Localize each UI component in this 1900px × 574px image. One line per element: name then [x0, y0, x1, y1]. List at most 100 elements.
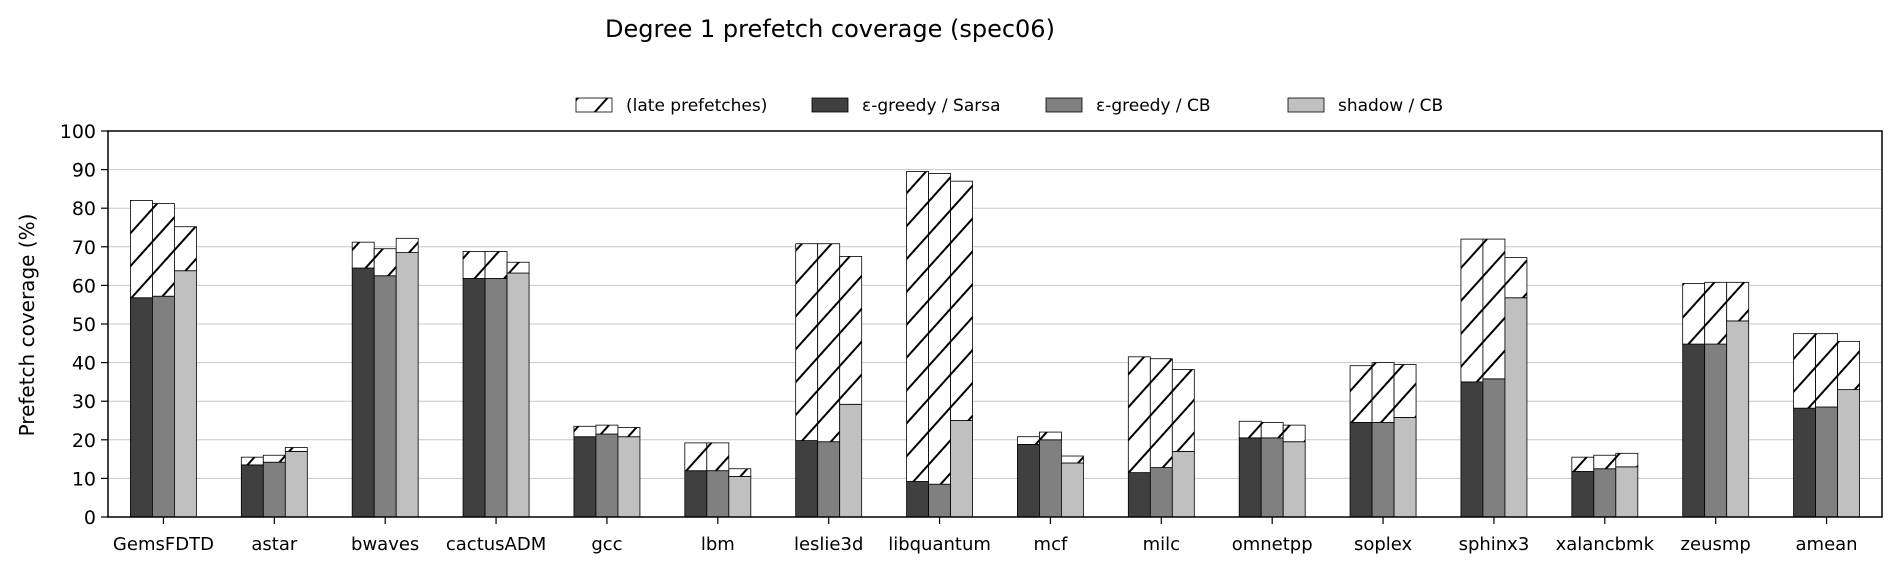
bar-late: [1017, 436, 1040, 445]
bar-timely: [684, 470, 708, 518]
bar-late: [351, 241, 375, 269]
bar-timely: [1349, 422, 1373, 518]
bar-timely: [1504, 297, 1528, 518]
bar-timely: [1815, 406, 1838, 518]
x-tick-label: zeusmp: [1681, 534, 1751, 555]
bar-timely: [1017, 444, 1040, 518]
bar-timely: [1282, 441, 1306, 518]
bar-timely: [595, 433, 619, 518]
y-tick-label: 90: [72, 160, 96, 182]
y-tick-label: 10: [72, 468, 96, 490]
bar-late: [906, 171, 929, 482]
bar-late: [1593, 454, 1617, 470]
legend-label: ε-greedy / Sarsa: [862, 96, 1001, 116]
bar-late: [462, 251, 486, 279]
bar-timely: [906, 481, 929, 518]
bar-timely: [617, 436, 641, 518]
bar-timely: [928, 483, 951, 518]
bar-timely: [240, 464, 264, 518]
bar-timely: [795, 440, 819, 518]
bar-timely: [373, 275, 397, 518]
bar-timely: [817, 441, 841, 518]
bar-timely: [1571, 471, 1595, 518]
bar-late: [706, 442, 730, 472]
y-tick-label: 0: [84, 507, 96, 529]
bar-late: [1039, 431, 1062, 441]
bar-late: [1837, 340, 1860, 391]
chart-title: Degree 1 prefetch coverage (spec06): [605, 15, 1055, 43]
bar-late: [1726, 281, 1750, 322]
bar-timely: [1149, 467, 1173, 518]
bar-late: [1682, 283, 1706, 345]
bar-timely: [573, 436, 597, 518]
y-tick-label: 100: [60, 121, 96, 143]
bar-timely: [1793, 407, 1816, 518]
bar-timely: [1171, 450, 1195, 518]
bar-late: [1127, 356, 1151, 474]
legend-swatch: [575, 97, 613, 113]
bar-timely: [1460, 381, 1484, 518]
bar-late: [1504, 257, 1528, 299]
bar-late: [928, 173, 951, 485]
bar-timely: [130, 297, 153, 518]
bar-late: [395, 237, 419, 253]
bar-late: [595, 424, 619, 435]
legend-label: shadow / CB: [1338, 96, 1443, 116]
bar-late: [950, 180, 973, 421]
bar-late: [795, 243, 819, 441]
bar-timely: [1061, 462, 1084, 518]
bar-late: [240, 456, 264, 466]
x-tick-label: mcf: [1034, 534, 1068, 555]
bar-late: [174, 226, 197, 272]
bar-late: [573, 425, 597, 438]
x-tick-label: leslie3d: [794, 534, 863, 555]
x-tick-label: soplex: [1354, 534, 1413, 555]
y-tick-label: 20: [72, 430, 96, 452]
bar-late: [617, 427, 641, 438]
y-tick-label: 60: [72, 275, 96, 297]
bar-timely: [728, 476, 752, 518]
bar-late: [152, 203, 175, 297]
x-tick-label: GemsFDTD: [113, 534, 214, 555]
bar-late: [1571, 456, 1595, 472]
bar-late: [1238, 420, 1262, 439]
bar-timely: [706, 470, 730, 518]
bar-late: [1349, 365, 1373, 423]
y-tick-label: 30: [72, 391, 96, 413]
y-axis: 0 10 20 30 40 50 60 70 80 90 100: [60, 121, 108, 529]
bar-late: [839, 256, 863, 405]
bar-late: [1282, 424, 1306, 443]
bar-timely: [506, 272, 530, 518]
y-tick-label: 80: [72, 198, 96, 220]
x-tick-label: cactusADM: [446, 534, 546, 555]
x-tick-label: lbm: [701, 534, 735, 555]
bar-late: [1704, 281, 1728, 345]
y-axis-title: Prefetch coverage (%): [15, 214, 39, 437]
bar-late: [728, 468, 752, 477]
bar-late: [1815, 333, 1838, 408]
bar-timely: [839, 403, 863, 518]
bar-timely: [1393, 417, 1417, 518]
bar-late: [1061, 455, 1084, 464]
bar-late: [1149, 358, 1173, 468]
bar-timely: [1593, 468, 1617, 518]
bar-timely: [284, 450, 308, 518]
bar-late: [1615, 452, 1639, 468]
bar-timely: [1238, 437, 1262, 518]
bar-late: [1171, 369, 1195, 452]
legend-label: (late prefetches): [626, 96, 767, 116]
bar-late: [373, 248, 397, 277]
bars: [130, 171, 1860, 518]
bar-late: [262, 454, 286, 463]
bar-timely: [1837, 389, 1860, 518]
bar-timely: [1260, 437, 1284, 518]
bar-timely: [1371, 422, 1395, 518]
y-tick-label: 70: [72, 237, 96, 259]
bar-timely: [1039, 439, 1062, 518]
legend-swatch: [1287, 97, 1325, 113]
bar-timely: [262, 461, 286, 518]
bar-late: [130, 200, 153, 299]
bar-timely: [950, 420, 973, 518]
x-tick-label: xalancbmk: [1556, 534, 1655, 555]
x-tick-label: omnetpp: [1232, 534, 1313, 555]
